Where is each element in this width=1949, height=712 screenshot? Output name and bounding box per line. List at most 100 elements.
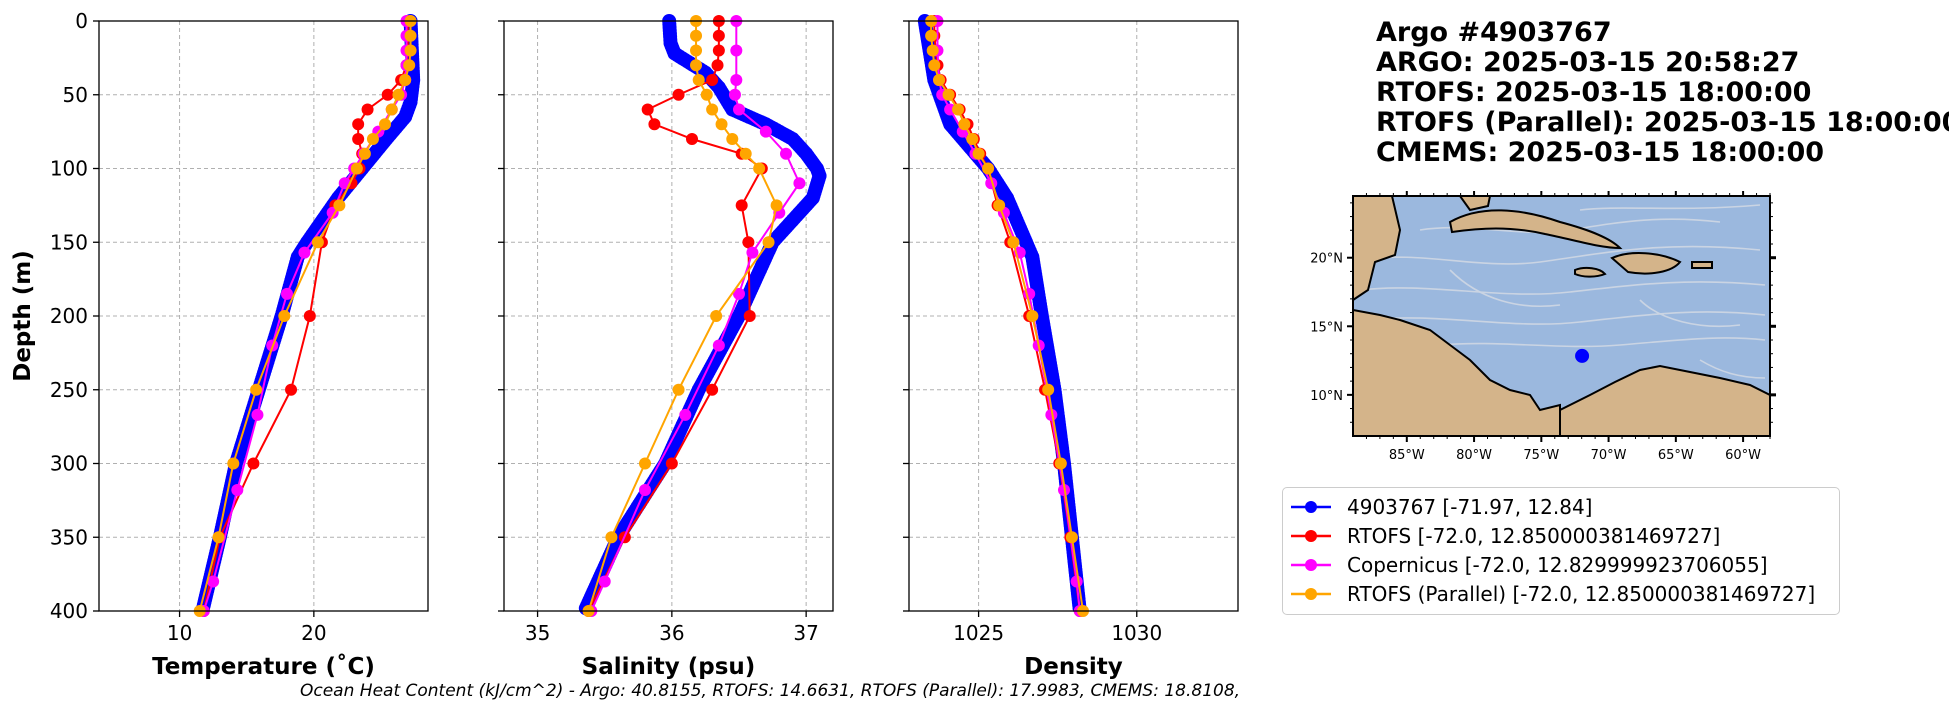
salinity-series-1-point (743, 310, 756, 322)
temperature-series-3-point (358, 147, 371, 160)
title-argo: Argo #4903767 (1376, 17, 1612, 48)
salinity-xtick-label-35: 35 (525, 621, 550, 645)
density-xtick-label-1025: 1025 (953, 621, 1004, 645)
density-xlabel: Density (1024, 654, 1123, 680)
legend-item-rtofs: RTOFS [-72.0, 12.850000381469727] (1291, 521, 1831, 550)
salinity-series-3-point (690, 59, 703, 72)
temperature-axes: 0 50 100 150 200 250 300 350 400 10 20 Temperature … (10, 9, 429, 680)
temperature-series-2-point (281, 287, 293, 300)
salinity-series-1-point (735, 199, 748, 212)
salinity-series-3-point (710, 310, 723, 322)
temperature-series-3-point (392, 88, 405, 101)
salinity-series-3 (582, 15, 783, 617)
temperature-series-3-point (404, 44, 417, 57)
salinity-series-1-point (742, 236, 755, 249)
title-rtofs-time: RTOFS: 2025-03-15 18:00:00 (1376, 77, 1811, 108)
salinity-series-3-point (762, 236, 775, 249)
density-series-3-point (1042, 383, 1055, 396)
temperature-series-2-point (251, 408, 264, 421)
density-series-3-point (926, 44, 939, 57)
salinity-series-3-point (690, 44, 703, 57)
title-block: Argo #4903767 ARGO: 2025-03-15 20:58:27 … (1376, 17, 1949, 168)
salinity-series-2-point (730, 44, 743, 57)
salinity-series-2-point (730, 74, 743, 86)
temperature-series-3-point (385, 103, 398, 116)
density-series-3-point (928, 59, 941, 72)
legend-swatch-copernicus (1291, 558, 1331, 571)
temperature-series-2-point (298, 246, 311, 259)
salinity-series-3-point (672, 383, 685, 396)
temperature-series-3 (193, 15, 417, 617)
salinity-series-3-point (690, 29, 703, 42)
ocean-heat-content-footer: Ocean Heat Content (kJ/cm^2) - Argo: 40.… (300, 681, 1241, 701)
density-series-3-point (925, 29, 938, 42)
temperature-series-1-point (361, 103, 374, 116)
salinity-series-2-point (746, 246, 759, 259)
salinity-series-2-point (733, 103, 745, 116)
temperature-series-3-point (404, 29, 417, 42)
salinity-series-1-point (711, 59, 724, 72)
salinity-series-1-point (712, 29, 725, 42)
salinity-series-2-point (759, 125, 772, 138)
salinity-frame (503, 20, 834, 612)
map-lon-label: 80°W (1456, 448, 1492, 463)
legend-swatch-rtofs-parallel (1291, 587, 1331, 600)
ytick-label-0: 0 (75, 9, 88, 33)
depth-ylabel: Depth (m) (10, 250, 36, 382)
density-series-3-point (972, 147, 985, 160)
temperature-xtick-label-10: 10 (167, 621, 192, 645)
salinity-series-3-point (605, 531, 618, 544)
temperature-xlabel: Temperature (˚C) (152, 653, 375, 680)
density-series-3-point (942, 88, 955, 101)
density-series-3-point (952, 103, 965, 116)
density-series-3-point (982, 162, 995, 175)
salinity-series-2-point (793, 177, 806, 190)
map-lon-label: 85°W (1389, 448, 1425, 463)
legend-label-argo: 4903767 [-71.97, 12.84] (1347, 494, 1593, 519)
density-series-3-point (958, 118, 971, 131)
salinity-series-line-2 (590, 21, 801, 612)
density-series-3-point (1054, 457, 1067, 470)
salinity-series-1-point (712, 44, 725, 57)
salinity-series-3-point (706, 103, 719, 116)
ytick-label-200: 200 (50, 304, 88, 328)
salinity-series-1-point (672, 88, 685, 101)
density-series-3-point (966, 133, 979, 145)
salinity-series-3-point (753, 162, 766, 175)
map-lon-label: 75°W (1523, 448, 1559, 463)
density-series-3-point (1026, 310, 1039, 322)
map-lat-label: 15°N (1310, 320, 1343, 335)
temperature-series-3-point (227, 457, 240, 470)
legend-item-rtofs-parallel: RTOFS (Parallel) [-72.0, 12.850000381469… (1291, 579, 1831, 608)
ytick-label-300: 300 (50, 452, 88, 476)
density-axes: 1025 1030 Density (903, 14, 1239, 680)
temperature-series-3-point (403, 59, 416, 72)
density-series-3 (925, 15, 1089, 617)
density-series-3-point (1065, 531, 1078, 544)
temperature-series-3-point (379, 118, 392, 131)
map-lon-label: 65°W (1658, 448, 1694, 463)
salinity-series-1-point (648, 118, 661, 131)
salinity-series-2-point (728, 88, 741, 101)
temperature-frame (98, 20, 429, 612)
temperature-series-1-point (285, 383, 298, 396)
title-rtofs-parallel-time: RTOFS (Parallel): 2025-03-15 18:00:00 (1376, 107, 1949, 138)
salinity-series-2-point (598, 575, 611, 588)
map-land (1353, 196, 1770, 436)
argo-location-marker (1575, 348, 1590, 363)
temperature-series-2-point (231, 484, 244, 497)
density-series-2-point (1070, 575, 1083, 588)
temperature-series-1-point (352, 118, 365, 131)
temperature-series-3-point (212, 531, 225, 544)
temperature-series-3-point (250, 383, 263, 396)
legend-label-copernicus: Copernicus [-72.0, 12.829999923706055] (1347, 552, 1768, 577)
density-series-3-point (993, 199, 1006, 212)
temperature-series-1-point (247, 457, 260, 470)
legend-item-argo: 4903767 [-71.97, 12.84] (1291, 492, 1831, 521)
density-series-3-point (1007, 236, 1020, 249)
map-lon-label: 60°W (1725, 448, 1761, 463)
temperature-series-1-point (352, 133, 365, 145)
map-lon-label: 70°W (1591, 448, 1627, 463)
salinity-series-1-point (706, 74, 719, 86)
salinity-series-0 (578, 14, 827, 616)
